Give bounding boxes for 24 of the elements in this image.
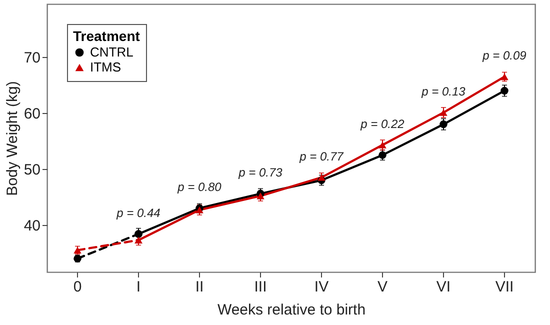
annotation: p = 0.13 <box>420 84 466 99</box>
y-axis-title: Body Weight (kg) <box>4 81 21 196</box>
annotation: p = 0.73 <box>238 166 283 180</box>
y-tick-label: 70 <box>24 50 40 67</box>
x-tick-label: I <box>136 278 141 296</box>
y-tick-label: 60 <box>24 106 40 123</box>
legend-label: ITMS <box>90 60 122 74</box>
x-tick-label: II <box>195 278 204 296</box>
x-tick-label: V <box>377 278 388 296</box>
x-tick-label: VI <box>436 278 451 296</box>
y-tick-label: 40 <box>24 218 40 234</box>
x-tick-label: VII <box>495 278 514 296</box>
x-tick-label: III <box>254 278 267 296</box>
annotation: p = 0.80 <box>176 180 222 194</box>
x-tick-label: IV <box>314 278 329 296</box>
annotation: p = 0.22 <box>360 116 405 131</box>
x-tick-label: 0 <box>73 278 82 296</box>
annotation: p = 0.77 <box>298 149 345 164</box>
annotation: p = 0.44 <box>116 206 161 220</box>
annotation: p = 0.09 <box>482 48 527 63</box>
x-axis-title: Weeks relative to birth <box>217 302 366 318</box>
legend-title: Treatment <box>73 28 140 44</box>
legend-label: CNTRL <box>90 44 134 60</box>
y-tick-label: 50 <box>24 162 40 179</box>
